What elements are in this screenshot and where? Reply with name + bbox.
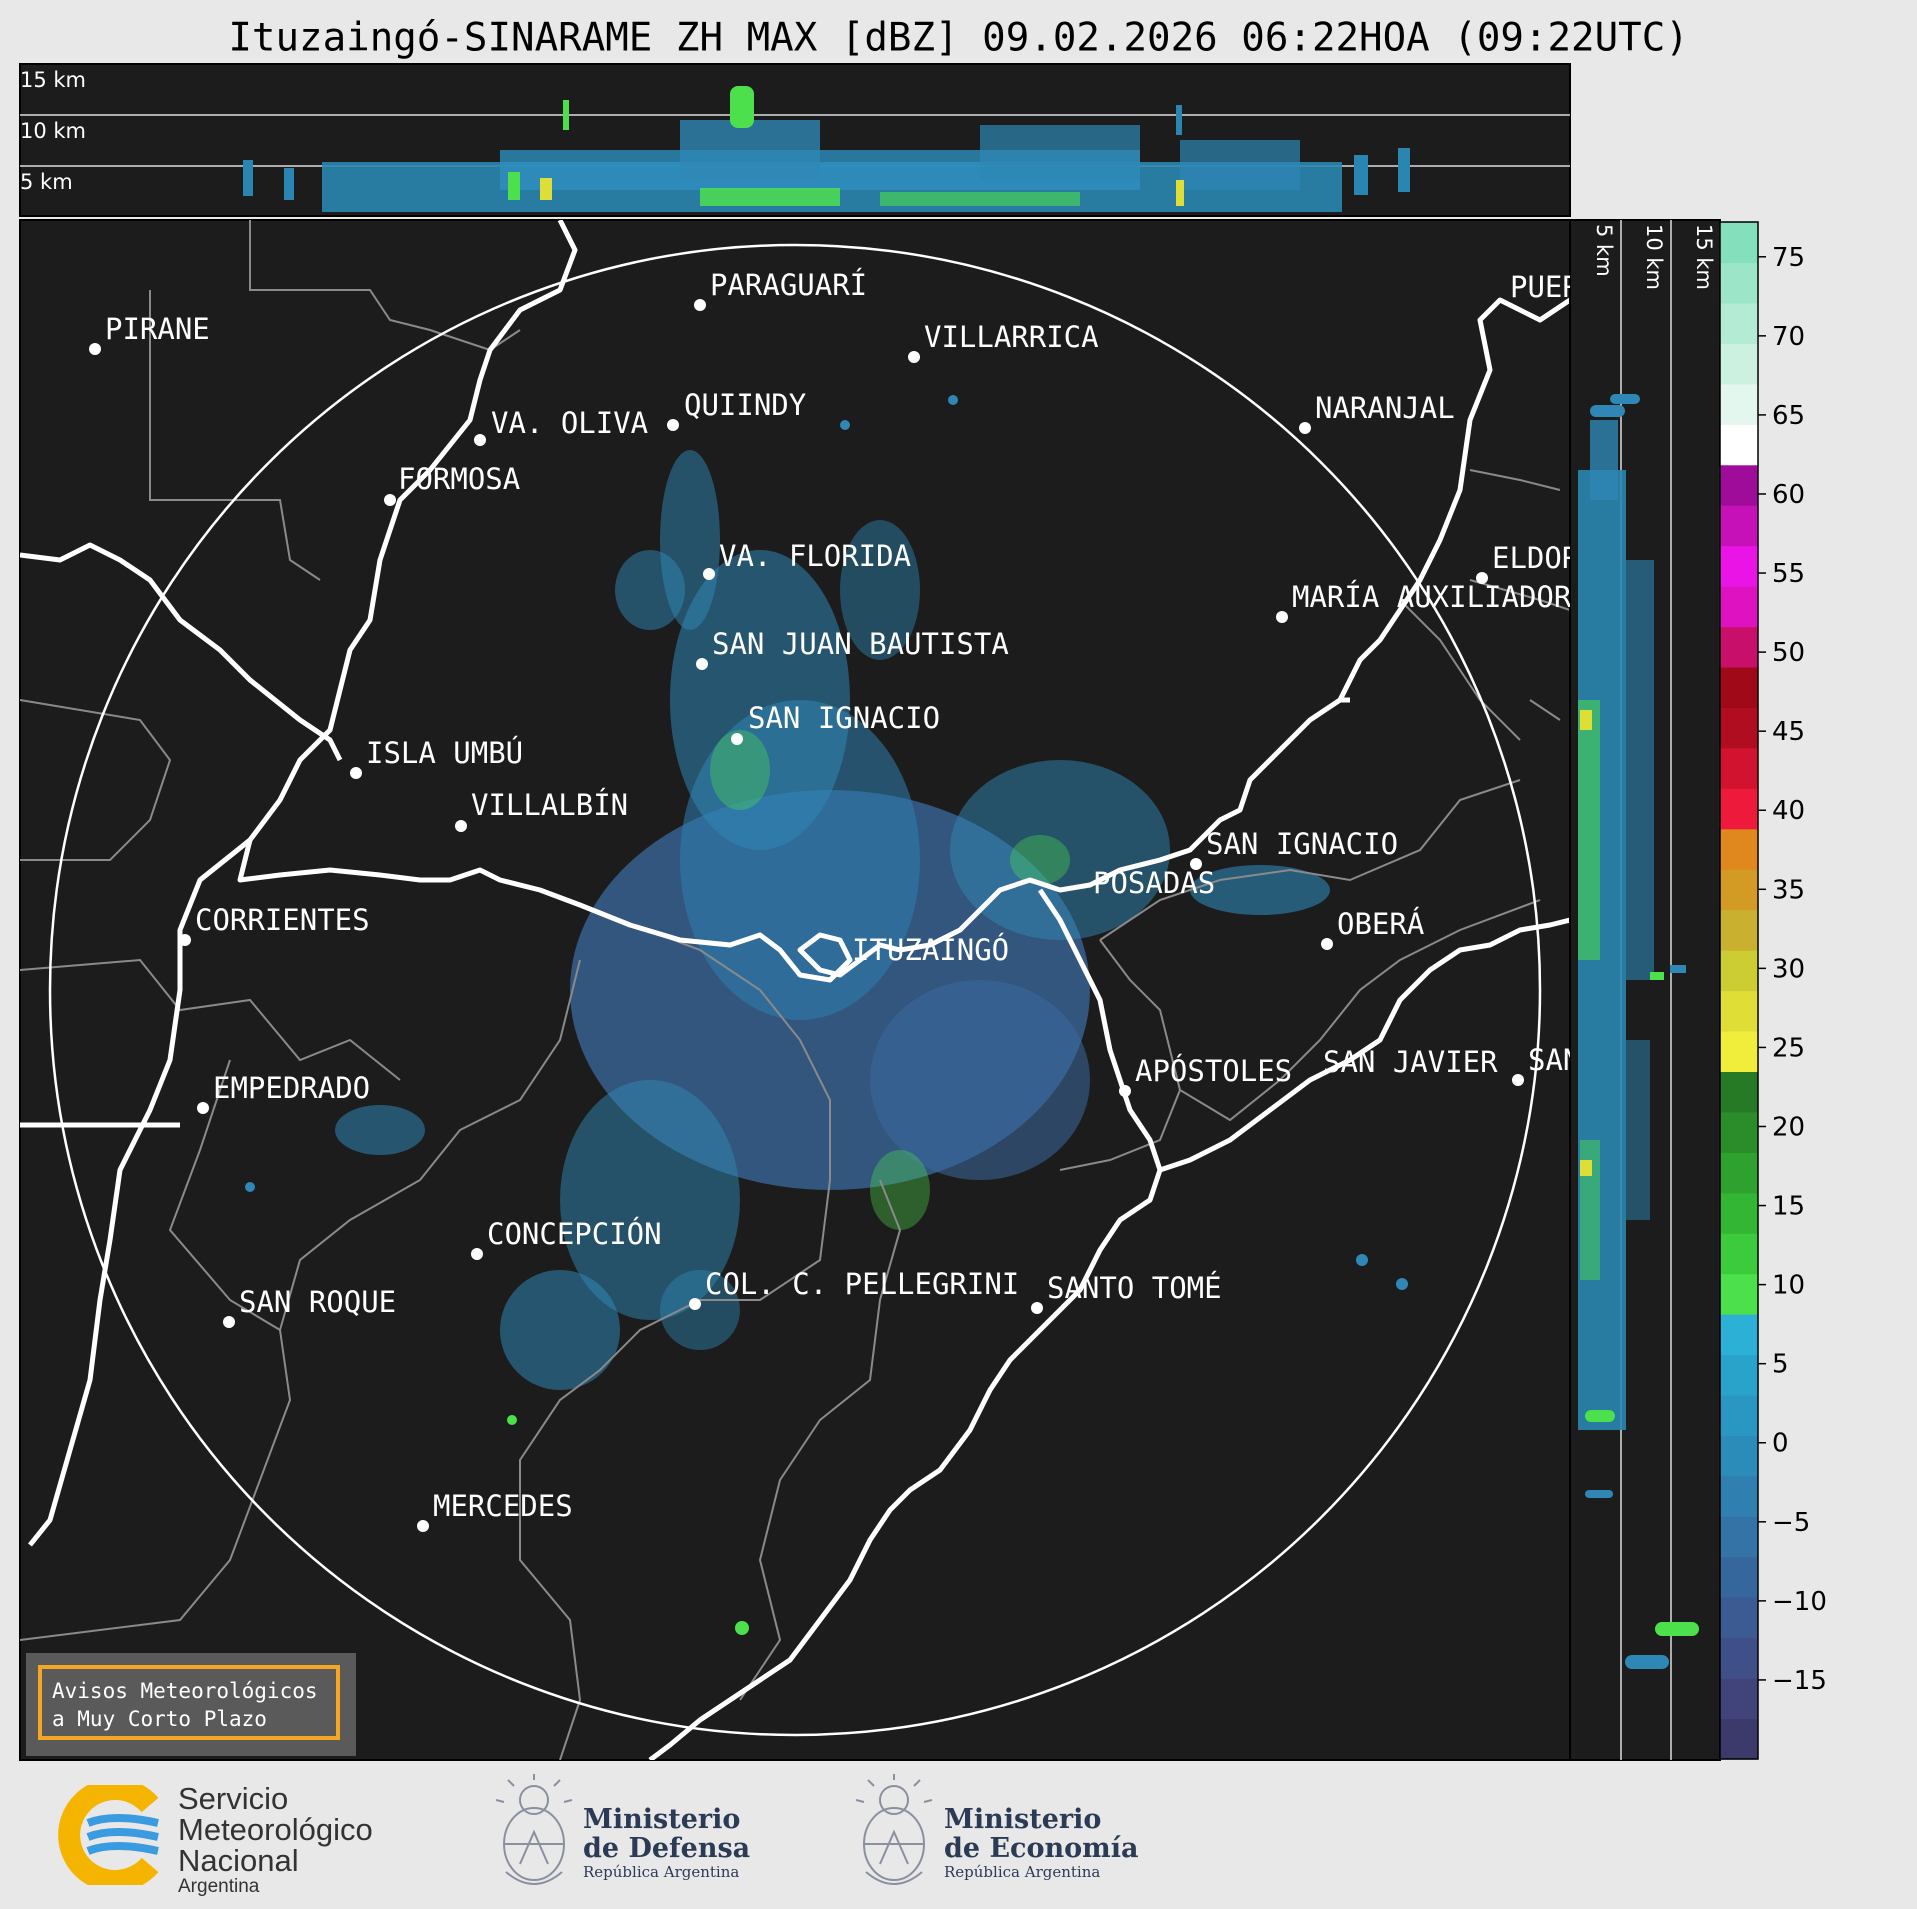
colorbar-segment [1720, 1718, 1758, 1760]
ministerio-economia: Ministerio de Economía República Argenti… [944, 1804, 1139, 1881]
colorbar-segment [1720, 505, 1758, 547]
colorbar-tick-label: 70 [1772, 322, 1805, 352]
colorbar-tick-label: 30 [1772, 954, 1805, 984]
coat-of-arms-icon [855, 1774, 933, 1885]
colorbar-tick-label: −10 [1772, 1587, 1827, 1617]
colorbar-tick-label: 15 [1772, 1192, 1805, 1222]
top-echo-profile [243, 86, 1410, 212]
colorbar-segment [1720, 1597, 1758, 1639]
colorbar-segment [1720, 1678, 1758, 1720]
colorbar-segment [1720, 424, 1758, 466]
colorbar-segment [1720, 1435, 1758, 1477]
colorbar-tick-label: 60 [1772, 480, 1805, 510]
colorbar-segment [1720, 1273, 1758, 1315]
colorbar-tick-label: 40 [1772, 796, 1805, 826]
colorbar-tick-label: 0 [1772, 1429, 1789, 1459]
colorbar-segment [1720, 666, 1758, 708]
range-ring [48, 243, 1542, 1737]
colorbar-segment [1720, 586, 1758, 628]
colorbar-segment [1720, 788, 1758, 830]
colorbar-tick-label: 25 [1772, 1033, 1805, 1063]
colorbar-segment [1720, 1394, 1758, 1437]
colorbar-segment [1720, 1233, 1758, 1275]
warning-line-2: a Muy Corto Plazo [52, 1707, 267, 1731]
smn-logo-icon [58, 1785, 159, 1885]
colorbar-segment [1720, 545, 1758, 587]
colorbar-segment [1720, 747, 1758, 789]
colorbar-segment [1720, 950, 1758, 992]
ministerio-defensa: Ministerio de Defensa República Argentin… [583, 1804, 751, 1881]
colorbar-segment [1720, 1637, 1758, 1679]
colorbar-segment [1720, 343, 1758, 385]
warning-box: Avisos Meteorológicos a Muy Corto Plazo [26, 1653, 356, 1756]
main-map [19, 219, 1571, 1761]
colorbar-tick-label: −5 [1772, 1508, 1810, 1538]
colorbar-tick-label: 35 [1772, 875, 1805, 905]
coat-of-arms-icon [495, 1774, 573, 1885]
colorbar-segment [1720, 1030, 1758, 1072]
colorbar-segment [1720, 222, 1758, 264]
colorbar-tick-label: 55 [1772, 559, 1805, 589]
colorbar-segment [1720, 1314, 1758, 1356]
colorbar-segment [1720, 1556, 1758, 1598]
colorbar-segment [1720, 869, 1758, 911]
colorbar-segment [1720, 707, 1758, 749]
province-borders [20, 220, 1570, 1760]
colorbar-segment [1720, 626, 1758, 668]
colorbar-tick-label: 20 [1772, 1112, 1805, 1142]
colorbar-tick-label: 65 [1772, 401, 1805, 431]
colorbar-segment [1720, 1192, 1758, 1234]
side-cross-section-panel [1569, 219, 1721, 1761]
smn-name: Servicio Meteorológico Nacional Argentin… [178, 1781, 373, 1897]
colorbar-segment [1720, 1071, 1758, 1113]
colorbar-segment [1720, 1111, 1758, 1153]
colorbar-tick-label: 5 [1772, 1350, 1789, 1380]
colorbar-tick-label: 75 [1772, 243, 1805, 273]
colorbar-tick-label: −15 [1772, 1666, 1827, 1696]
side-echo-profile [1578, 394, 1699, 1669]
colorbar-tick-label: 50 [1772, 638, 1805, 668]
colorbar-segment [1720, 828, 1758, 870]
top-cross-section-panel [19, 63, 1571, 217]
colorbar-segment [1720, 383, 1758, 425]
colorbar-segment [1720, 1354, 1758, 1396]
colorbar-tick-label: 10 [1772, 1271, 1805, 1301]
colorbar-segment [1720, 1516, 1758, 1558]
colorbar-segment [1720, 464, 1758, 506]
colorbar-segment [1720, 302, 1758, 344]
warning-line-1: Avisos Meteorológicos [52, 1679, 318, 1703]
colorbar-segment [1720, 1152, 1758, 1194]
colorbar-segment [1720, 990, 1758, 1032]
colorbar-segment [1720, 909, 1758, 951]
colorbar-segment [1720, 1475, 1758, 1517]
colorbar-segment [1720, 262, 1758, 304]
page-title: Ituzaingó-SINARAME ZH MAX [dBZ] 09.02.20… [228, 14, 1689, 61]
colorbar-tick-label: 45 [1772, 717, 1805, 747]
